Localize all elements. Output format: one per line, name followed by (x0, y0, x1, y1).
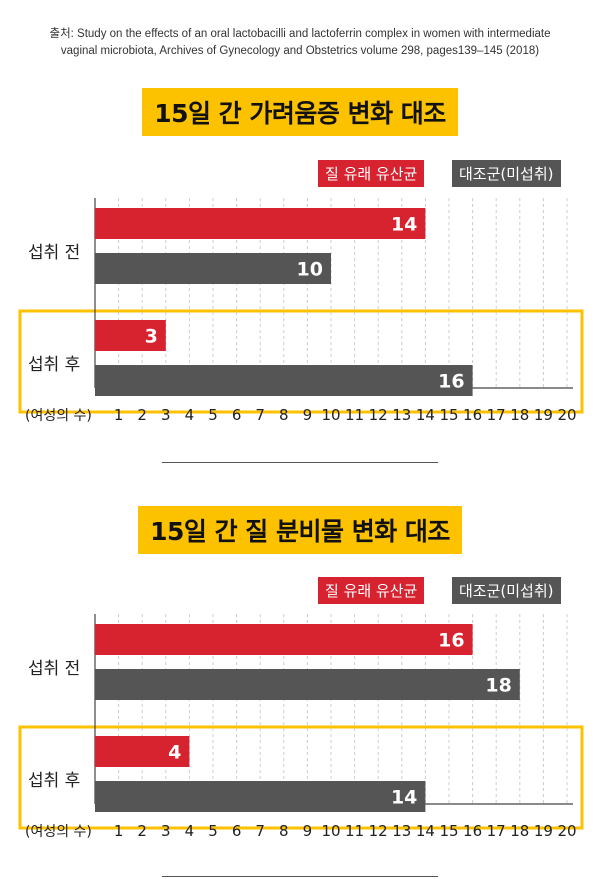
x-tick-label: 18 (510, 822, 529, 840)
chart-2-legend-control: 대조군(미섭취) (452, 577, 561, 604)
x-tick-label: 12 (369, 406, 388, 424)
chart-2-title: 15일 간 질 분비물 변화 대조 (138, 506, 462, 554)
bar-value-label: 16 (438, 630, 464, 652)
x-tick-label: 16 (463, 822, 482, 840)
x-tick-label: 16 (463, 406, 482, 424)
x-tick-label: 14 (416, 406, 435, 424)
x-tick-label: 7 (255, 406, 265, 424)
x-tick-label: 20 (557, 822, 576, 840)
x-tick-label: 20 (557, 406, 576, 424)
x-tick-label: 9 (303, 406, 313, 424)
chart-2-title-wrap: 15일 간 질 분비물 변화 대조 (0, 506, 600, 554)
x-tick-label: 19 (534, 822, 553, 840)
x-tick-label: 9 (303, 822, 313, 840)
x-tick-label: 7 (255, 822, 265, 840)
highlight-box (18, 725, 584, 830)
x-tick-label: 13 (392, 406, 411, 424)
x-tick-label: 5 (208, 822, 218, 840)
chart-1-legend-control: 대조군(미섭취) (452, 160, 561, 187)
x-tick-label: 14 (416, 822, 435, 840)
x-tick-label: 4 (185, 822, 195, 840)
x-tick-label: 11 (345, 406, 364, 424)
x-tick-label: 19 (534, 406, 553, 424)
bar (95, 669, 520, 700)
bar-value-label: 14 (391, 214, 417, 236)
x-tick-label: 17 (487, 822, 506, 840)
section-divider (162, 462, 438, 463)
bottom-divider (162, 876, 438, 877)
x-tick-label: 4 (185, 406, 195, 424)
x-tick-label: 2 (137, 406, 147, 424)
chart-2-legend-treatment: 질 유래 유산균 (318, 577, 425, 604)
bar-value-label: 18 (485, 675, 511, 697)
chart-1-title: 15일 간 가려움증 변화 대조 (142, 88, 458, 136)
bar-value-label: 10 (297, 259, 323, 281)
x-tick-label: 13 (392, 822, 411, 840)
x-tick-label: 6 (232, 822, 242, 840)
x-tick-label: 12 (369, 822, 388, 840)
category-label: 섭취 후 (28, 355, 80, 375)
bar (95, 781, 426, 812)
source-citation: 출처: Study on the effects of an oral lact… (30, 26, 570, 60)
x-tick-label: 17 (487, 406, 506, 424)
x-tick-label: 8 (279, 822, 289, 840)
x-tick-label: 2 (137, 822, 147, 840)
bar-value-label: 14 (391, 787, 417, 809)
x-tick-label: 6 (232, 406, 242, 424)
x-tick-label: 10 (321, 822, 340, 840)
bar (95, 253, 331, 284)
bar-value-label: 16 (438, 371, 464, 393)
x-tick-label: 10 (321, 406, 340, 424)
x-tick-label: 15 (439, 406, 458, 424)
bar (95, 624, 473, 655)
bar (95, 736, 190, 767)
x-tick-label: 15 (439, 822, 458, 840)
x-axis-label: (여성의 수) (25, 408, 92, 424)
x-tick-label: 1 (114, 822, 124, 840)
chart-1-legend-treatment: 질 유래 유산균 (318, 160, 425, 187)
x-tick-label: 8 (279, 406, 289, 424)
category-label: 섭취 전 (28, 243, 80, 263)
bar (95, 365, 473, 396)
x-tick-label: 18 (510, 406, 529, 424)
category-label: 섭취 후 (28, 771, 80, 791)
bar (95, 208, 426, 239)
source-line-2: vaginal microbiota, Archives of Gynecolo… (60, 45, 540, 57)
chart-1-title-wrap: 15일 간 가려움증 변화 대조 (0, 88, 600, 136)
bar-value-label: 4 (168, 742, 181, 764)
x-tick-label: 3 (161, 822, 171, 840)
bar (95, 320, 166, 351)
x-tick-label: 1 (114, 406, 124, 424)
highlight-box (18, 309, 584, 414)
x-axis-label: (여성의 수) (25, 824, 92, 840)
x-tick-label: 5 (208, 406, 218, 424)
x-tick-label: 3 (161, 406, 171, 424)
x-tick-label: 11 (345, 822, 364, 840)
category-label: 섭취 전 (28, 659, 80, 679)
source-line-1: 출처: Study on the effects of an oral lact… (49, 28, 551, 40)
bar-value-label: 3 (145, 326, 158, 348)
